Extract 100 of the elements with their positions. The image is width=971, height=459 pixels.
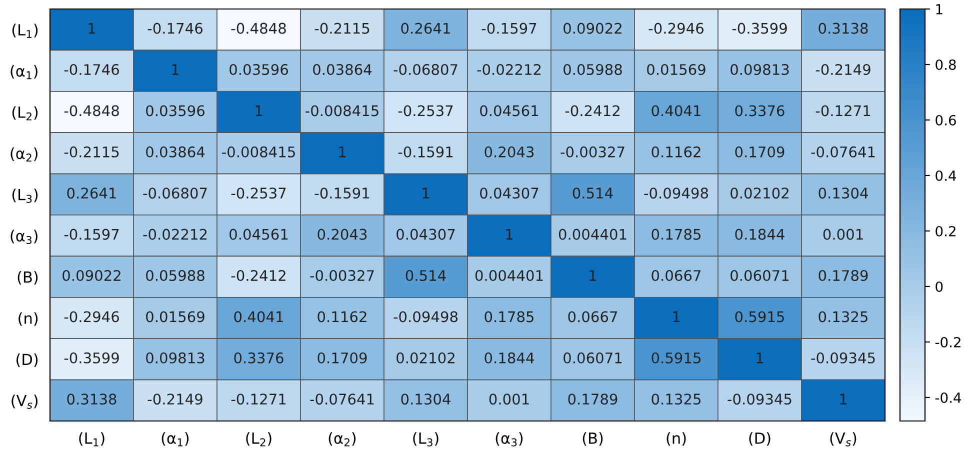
y-tick-label: (α$_{1}$) xyxy=(10,64,38,80)
data-label: 0.3376 xyxy=(234,352,284,364)
data-label: 1 xyxy=(506,228,513,240)
data-label: -0.1746 xyxy=(64,64,119,76)
data-label: -0.2412 xyxy=(565,105,620,116)
data-label: 0.1709 xyxy=(735,146,784,158)
data-label: 0.1785 xyxy=(652,228,700,240)
data-label: 0.03864 xyxy=(146,146,205,158)
data-label: 0.4041 xyxy=(652,105,700,116)
data-label: 0.05988 xyxy=(146,270,204,282)
color-bar-label: 0.8 xyxy=(936,59,956,70)
data-label: -0.06807 xyxy=(143,188,207,199)
data-label: -0.1746 xyxy=(148,22,202,34)
data-label: 0.03596 xyxy=(230,64,288,76)
data-label: 0.0667 xyxy=(568,311,618,322)
data-label: 0.001 xyxy=(489,394,529,405)
data-label: -0.09498 xyxy=(644,188,708,199)
data-label: -0.3599 xyxy=(732,22,787,34)
data-label: 0.06071 xyxy=(564,352,622,364)
y-tick-label: (L$_{3}$) xyxy=(12,188,38,203)
color-bar-label: 0.6 xyxy=(936,114,956,126)
data-label: 0.09022 xyxy=(564,22,622,34)
data-label: -0.2412 xyxy=(231,270,286,282)
data-label: -0.1271 xyxy=(816,105,870,116)
x-tick-label: (n) xyxy=(666,432,686,446)
data-label: 1 xyxy=(756,352,764,364)
x-tick-label: (B) xyxy=(582,432,603,446)
data-label: 1 xyxy=(172,64,179,75)
data-label: 0.04307 xyxy=(396,228,455,240)
data-label: -0.00327 xyxy=(560,146,624,158)
data-label: 0.09813 xyxy=(146,352,204,364)
data-label: 0.06071 xyxy=(730,270,789,282)
x-tick-label: (L$_{1}$) xyxy=(79,432,104,446)
data-label: -0.09345 xyxy=(728,394,792,405)
data-label: 0.1789 xyxy=(818,270,868,282)
y-tick-label: (n) xyxy=(18,312,38,326)
data-label: -0.06807 xyxy=(394,64,458,76)
data-label: 0.04307 xyxy=(480,188,538,199)
y-tick-label: (α$_{2}$) xyxy=(10,147,38,162)
data-label: -0.2149 xyxy=(148,394,202,405)
data-label: 0.01569 xyxy=(146,311,204,322)
data-label: 0.1325 xyxy=(652,394,700,405)
x-tick-label: (α$_{3}$) xyxy=(496,432,523,446)
data-label: -0.2537 xyxy=(398,105,453,116)
color-bar-label: 0.4 xyxy=(936,170,956,181)
data-label: -0.4848 xyxy=(64,105,119,116)
data-label: 0.02102 xyxy=(730,188,788,199)
x-tick-label: (L$_{3}$) xyxy=(413,432,438,446)
data-label: 0.2641 xyxy=(67,188,116,199)
data-label: 0.0667 xyxy=(652,270,701,282)
data-label: 0.004401 xyxy=(558,228,626,240)
data-label: -0.2537 xyxy=(231,188,286,199)
data-label: 0.1304 xyxy=(818,188,868,199)
color-bar-label: 1 xyxy=(936,4,942,14)
data-label: 0.2043 xyxy=(484,146,534,158)
data-label: 0.2043 xyxy=(318,228,367,240)
data-label: -0.2115 xyxy=(314,22,370,34)
data-label: 0.03596 xyxy=(146,105,204,116)
data-label: 0.5915 xyxy=(652,352,700,364)
data-label: -0.09345 xyxy=(811,352,875,364)
data-label: 0.4041 xyxy=(234,311,283,322)
data-label: 0.1844 xyxy=(484,352,534,364)
y-tick-label: (L$_{2}$) xyxy=(12,106,38,120)
data-label: 0.3376 xyxy=(735,105,784,116)
data-label: -0.00327 xyxy=(310,270,374,282)
data-label: 0.1785 xyxy=(484,311,534,322)
data-label: 0.514 xyxy=(572,188,613,199)
data-label: 0.02102 xyxy=(396,352,454,364)
data-label: 0.1789 xyxy=(568,394,618,405)
color-bar-label: 0.2 xyxy=(936,226,956,236)
data-label: -0.2115 xyxy=(64,146,119,158)
data-label: 0.2641 xyxy=(401,22,450,34)
x-tick-label: (D) xyxy=(749,432,770,446)
data-label: 0.1162 xyxy=(318,311,366,322)
data-label: -0.3599 xyxy=(64,352,119,364)
data-label: 0.1325 xyxy=(818,311,868,322)
data-label: 0.001 xyxy=(823,228,863,240)
data-label: 1 xyxy=(422,188,430,198)
data-label: 0.1844 xyxy=(735,228,784,240)
data-label: -0.008415 xyxy=(306,105,378,116)
data-label: 0.1709 xyxy=(318,352,367,364)
data-label: -0.2149 xyxy=(816,64,870,76)
data-label: 0.5915 xyxy=(735,311,784,322)
data-label: -0.2946 xyxy=(648,22,704,34)
data-label: 0.3138 xyxy=(818,22,868,34)
data-label: 0.04561 xyxy=(480,105,538,116)
y-tick-label: (L$_{1}$) xyxy=(12,24,38,38)
data-label: -0.07641 xyxy=(310,394,374,405)
data-label: 1 xyxy=(256,105,262,116)
data-label: 0.3138 xyxy=(67,394,116,405)
y-tick-label: (V$_{s}$) xyxy=(12,394,38,409)
data-label: 0.1304 xyxy=(401,394,450,405)
data-label: -0.4848 xyxy=(231,22,286,34)
color-bar-label: -0.2 xyxy=(935,336,960,348)
data-label: -0.07641 xyxy=(811,146,875,158)
y-tick-label: (D) xyxy=(16,353,38,368)
data-label: 0.05988 xyxy=(564,64,622,76)
data-label: 1 xyxy=(840,394,847,404)
data-label: 0.09813 xyxy=(730,64,789,76)
data-label: -0.1597 xyxy=(482,22,536,34)
